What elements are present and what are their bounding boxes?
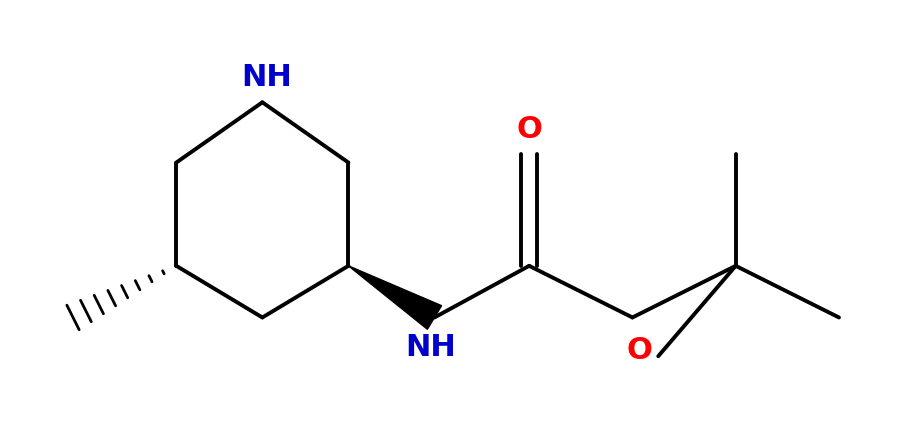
Text: NH: NH [404, 333, 456, 362]
Polygon shape [348, 266, 441, 329]
Text: NH: NH [241, 63, 292, 92]
Text: O: O [626, 336, 651, 365]
Text: O: O [516, 114, 541, 144]
